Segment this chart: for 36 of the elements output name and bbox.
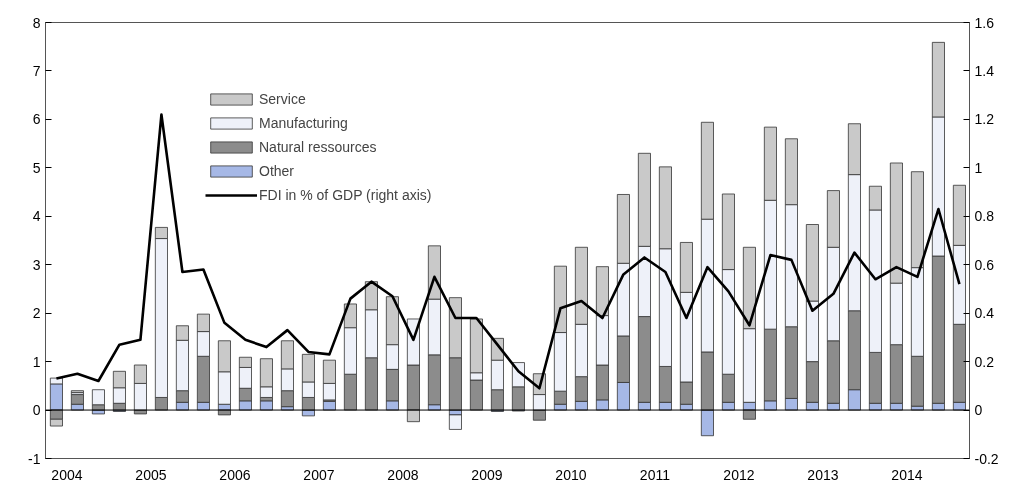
x-tick-label: 2010 — [555, 466, 587, 483]
y-tick-label: 3 — [32, 256, 41, 273]
y-tick-label: 2 — [32, 305, 41, 322]
x-tick-label: 2012 — [723, 466, 755, 483]
y-tick-label: 5 — [32, 159, 41, 176]
y-tick-label: 4 — [32, 208, 41, 225]
x-tick-label: 2008 — [387, 466, 419, 483]
x-tick-label: 2004 — [51, 466, 83, 483]
legend-label: Service — [259, 91, 306, 107]
x-tick-label: 2009 — [471, 466, 503, 483]
y2-tick-label: 0.6 — [974, 256, 995, 273]
y2-tick-label: 0.8 — [974, 208, 995, 225]
legend-label: Natural ressources — [259, 139, 377, 155]
y2-tick-label: 0.4 — [974, 305, 995, 322]
y-tick-label: -1 — [28, 450, 41, 467]
y2-tick-label: 0.2 — [974, 353, 995, 370]
x-tick-label: 2007 — [303, 466, 335, 483]
legend-label: Manufacturing — [259, 115, 348, 131]
legend-label: FDI in % of GDP (right axis) — [259, 187, 432, 203]
x-tick-label: 2011 — [639, 466, 671, 483]
x-tick-label: 2006 — [219, 466, 251, 483]
y-tick-label: 8 — [32, 14, 41, 31]
y-tick-label: 7 — [32, 62, 41, 79]
y2-tick-label: 1.4 — [974, 62, 995, 79]
y2-tick-label: 1.2 — [974, 111, 995, 128]
y2-tick-label: 1 — [974, 159, 983, 176]
x-tick-label: 2014 — [891, 466, 923, 483]
y2-tick-label: 0 — [974, 402, 983, 419]
y-tick-label: 6 — [32, 111, 41, 128]
y2-tick-label: 1.6 — [974, 14, 995, 31]
y-tick-label: 0 — [32, 402, 41, 419]
x-tick-label: 2013 — [807, 466, 839, 483]
y2-tick-label: -0.2 — [974, 450, 999, 467]
y-tick-label: 1 — [32, 353, 41, 370]
x-tick-label: 2005 — [135, 466, 167, 483]
legend-label: Other — [259, 163, 295, 179]
